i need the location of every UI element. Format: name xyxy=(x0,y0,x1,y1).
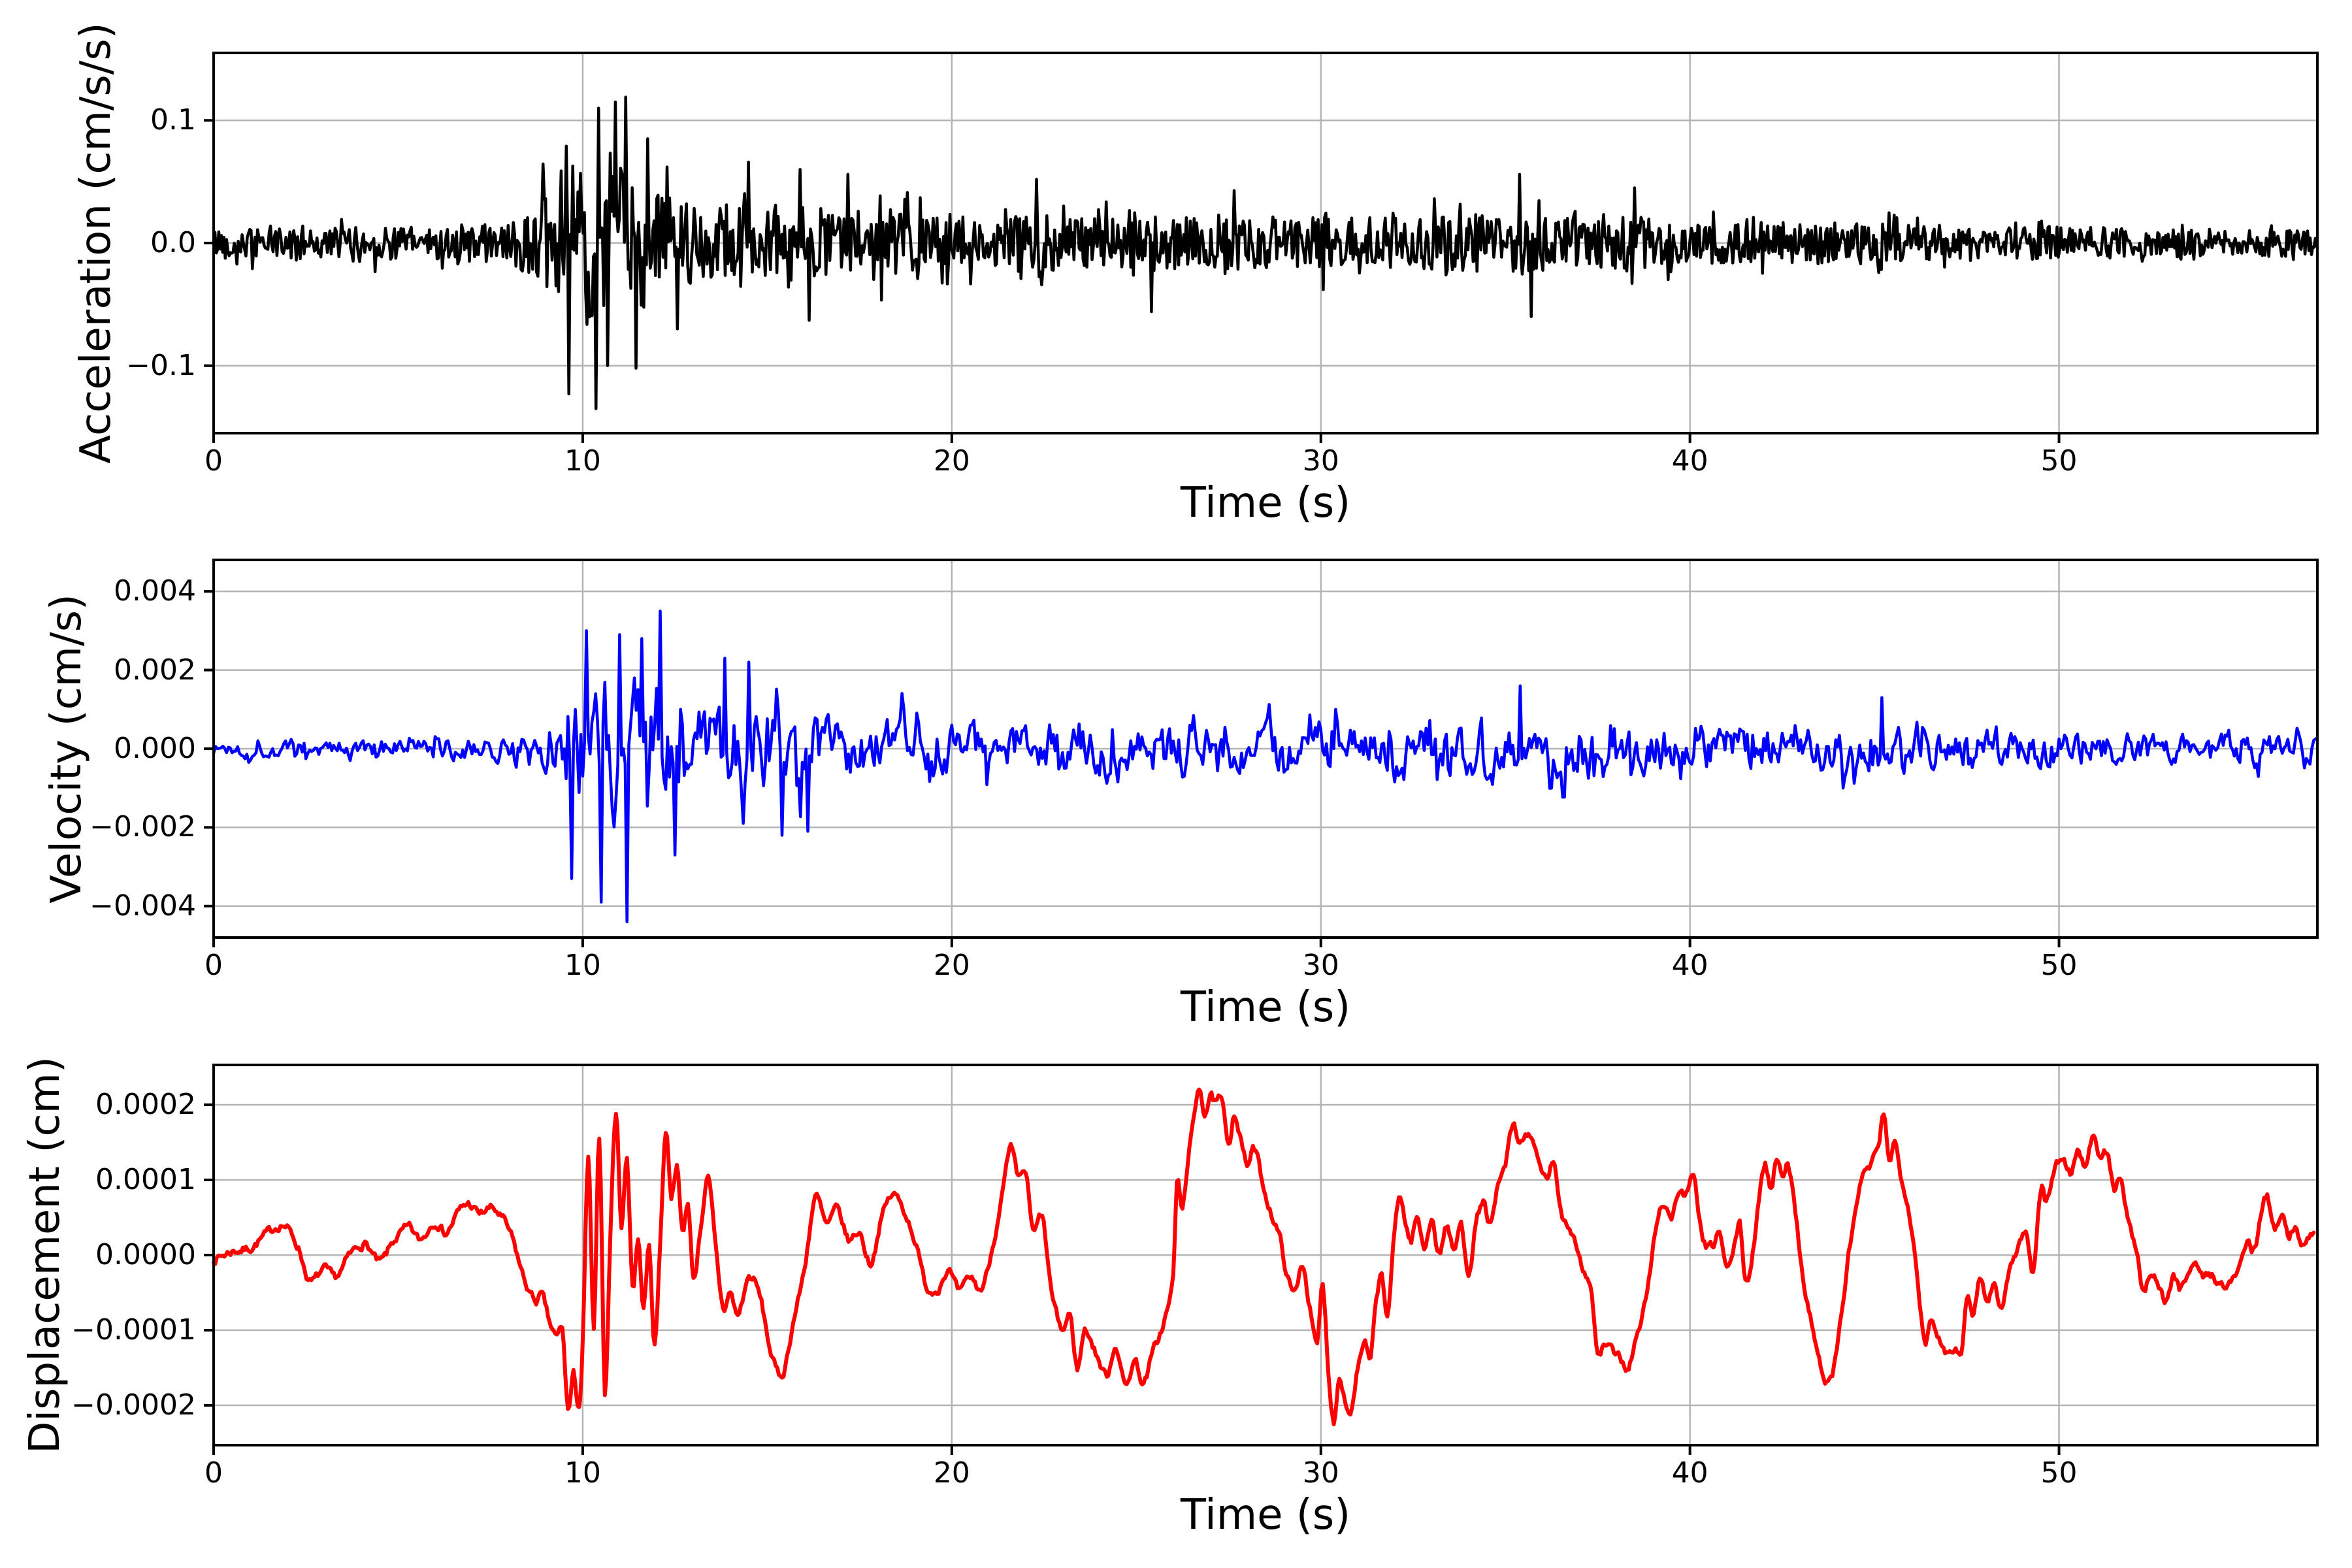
xlabel-time-displacement: Time (s) xyxy=(1180,1491,1351,1539)
x-tick-label-displacement-2: 20 xyxy=(933,1456,970,1490)
x-tick-label-velocity-1: 10 xyxy=(564,949,601,982)
y-tick-label-velocity-2: 0.000 xyxy=(114,732,196,765)
trace-acceleration xyxy=(212,95,2319,410)
y-tick-label-displacement-0: 0.0002 xyxy=(95,1087,196,1121)
x-tick-label-displacement-1: 10 xyxy=(564,1456,601,1490)
y-tick-label-displacement-2: 0.0000 xyxy=(95,1238,196,1271)
x-tick-label-acceleration-5: 50 xyxy=(2040,444,2078,478)
y-tick-label-velocity-3: −0.002 xyxy=(90,810,196,844)
y-tick-label-acceleration-0: 0.1 xyxy=(150,103,196,137)
y-tick-label-acceleration-1: 0.0 xyxy=(150,226,196,259)
y-tick-label-acceleration-2: −0.1 xyxy=(126,348,196,382)
y-tick-label-displacement-3: −0.0001 xyxy=(71,1313,196,1347)
x-tick-label-displacement-3: 30 xyxy=(1302,1456,1339,1490)
x-tick-label-displacement-5: 50 xyxy=(2040,1456,2078,1490)
y-tick-label-velocity-4: −0.004 xyxy=(90,889,196,923)
x-tick-label-acceleration-2: 20 xyxy=(933,444,970,478)
x-tick-label-acceleration-3: 30 xyxy=(1302,444,1339,478)
x-tick-label-velocity-2: 20 xyxy=(933,949,970,982)
subplot-velocity xyxy=(204,559,2319,947)
x-tick-label-displacement-0: 0 xyxy=(204,1456,223,1490)
xlabel-time-acceleration: Time (s) xyxy=(1180,479,1351,527)
x-tick-label-velocity-0: 0 xyxy=(204,949,223,982)
y-tick-label-velocity-0: 0.004 xyxy=(114,574,196,608)
x-tick-label-velocity-5: 50 xyxy=(2040,949,2078,982)
x-tick-label-displacement-4: 40 xyxy=(1671,1456,1708,1490)
x-tick-label-acceleration-0: 0 xyxy=(204,444,223,478)
trace-displacement xyxy=(212,1087,2316,1427)
y-tick-label-displacement-4: −0.0002 xyxy=(71,1388,196,1422)
x-tick-label-acceleration-1: 10 xyxy=(564,444,601,478)
xlabel-time-velocity: Time (s) xyxy=(1180,983,1351,1032)
subplot-displacement xyxy=(204,1064,2319,1455)
trace-velocity xyxy=(212,610,2319,924)
x-tick-label-acceleration-4: 40 xyxy=(1671,444,1708,478)
subplot-acceleration xyxy=(204,52,2319,443)
x-tick-label-velocity-3: 30 xyxy=(1302,949,1339,982)
y-tick-label-displacement-1: 0.0001 xyxy=(95,1162,196,1196)
y-tick-label-velocity-1: 0.002 xyxy=(114,653,196,687)
x-tick-label-velocity-4: 40 xyxy=(1671,949,1708,982)
